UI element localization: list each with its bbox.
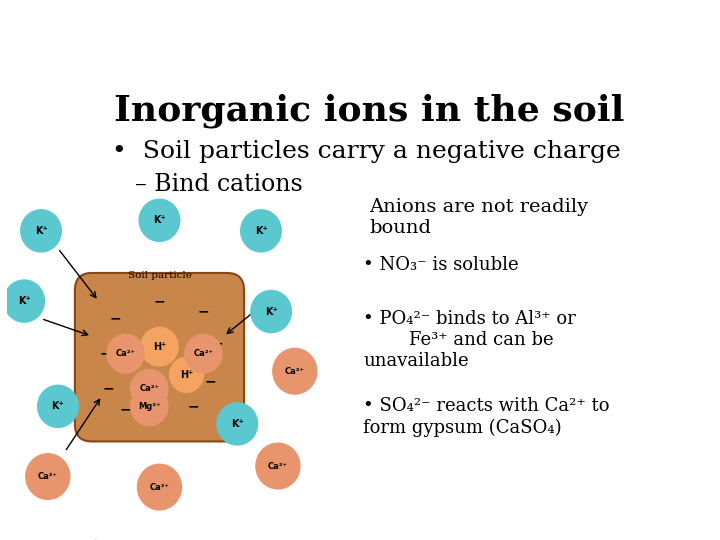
Circle shape xyxy=(273,348,317,394)
FancyBboxPatch shape xyxy=(75,273,244,442)
Circle shape xyxy=(170,357,204,392)
Text: • SO₄²⁻ reacts with Ca²⁺ to
form gypsum (CaSO₄): • SO₄²⁻ reacts with Ca²⁺ to form gypsum … xyxy=(364,397,610,436)
Text: K⁺: K⁺ xyxy=(265,307,277,316)
Text: Ca²⁺: Ca²⁺ xyxy=(268,462,288,470)
Text: −: − xyxy=(187,400,199,413)
Circle shape xyxy=(131,387,168,426)
Text: Inorganic ions in the soil: Inorganic ions in the soil xyxy=(114,94,624,129)
Text: Ca²⁺: Ca²⁺ xyxy=(140,384,159,393)
Text: K⁺: K⁺ xyxy=(52,401,64,411)
Text: Mg²⁺: Mg²⁺ xyxy=(138,402,161,411)
Text: −: − xyxy=(204,375,216,389)
Text: −: − xyxy=(198,305,210,319)
Circle shape xyxy=(240,210,282,252)
Circle shape xyxy=(141,327,178,366)
Text: Ca²⁺: Ca²⁺ xyxy=(194,349,213,358)
Circle shape xyxy=(217,403,258,445)
Circle shape xyxy=(185,334,222,373)
Text: Ca²⁺: Ca²⁺ xyxy=(116,349,135,358)
Text: Ca²⁺: Ca²⁺ xyxy=(285,367,305,376)
Text: K⁺: K⁺ xyxy=(35,226,48,236)
Circle shape xyxy=(256,443,300,489)
Text: • NO₃⁻ is soluble: • NO₃⁻ is soluble xyxy=(364,256,519,274)
Text: Anions are not readily
bound: Anions are not readily bound xyxy=(369,198,588,237)
Text: Soil particle: Soil particle xyxy=(127,271,192,280)
Text: •  Soil particles carry a negative charge: • Soil particles carry a negative charge xyxy=(112,140,621,163)
Text: −: − xyxy=(103,382,114,396)
Circle shape xyxy=(107,334,144,373)
Text: −: − xyxy=(153,294,166,308)
Text: H⁺: H⁺ xyxy=(153,342,166,352)
Circle shape xyxy=(21,210,61,252)
Text: K⁺: K⁺ xyxy=(231,419,243,429)
Circle shape xyxy=(251,291,292,333)
Text: −: − xyxy=(153,410,166,424)
Circle shape xyxy=(138,464,181,510)
Circle shape xyxy=(4,280,45,322)
Text: – Bind cations: – Bind cations xyxy=(135,173,302,196)
Text: K⁺: K⁺ xyxy=(255,226,267,236)
Text: Ca²⁺: Ca²⁺ xyxy=(150,483,169,491)
Text: −: − xyxy=(99,347,111,361)
Text: K⁺: K⁺ xyxy=(18,296,30,306)
Circle shape xyxy=(131,369,168,408)
Circle shape xyxy=(37,385,78,428)
Text: Ca²⁺: Ca²⁺ xyxy=(38,472,58,481)
Text: −: − xyxy=(120,403,132,417)
Text: K⁺: K⁺ xyxy=(153,215,166,225)
Text: −: − xyxy=(211,336,222,350)
Text: −: − xyxy=(109,312,121,326)
Circle shape xyxy=(139,199,180,241)
Text: H⁺: H⁺ xyxy=(180,370,193,380)
Circle shape xyxy=(26,454,70,500)
Text: • PO₄²⁻ binds to Al³⁺ or
        Fe³⁺ and can be
unavailable: • PO₄²⁻ binds to Al³⁺ or Fe³⁺ and can be… xyxy=(364,310,576,370)
